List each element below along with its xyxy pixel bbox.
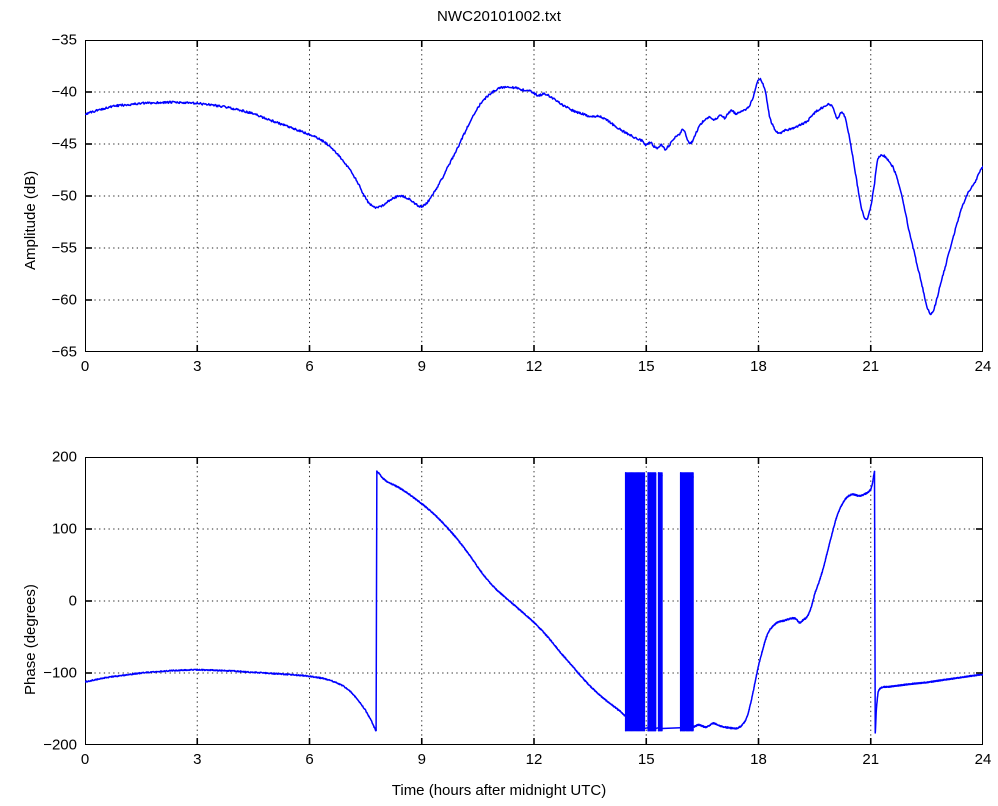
amplitude-x-tick-label: 3 — [193, 358, 202, 375]
amplitude-x-tick-label: 18 — [750, 358, 767, 375]
amplitude-plot-area — [85, 40, 983, 352]
phase-x-tick-label: 24 — [974, 751, 992, 768]
phase-x-tick-label: 21 — [862, 751, 880, 768]
phase-plot-panel — [85, 457, 983, 745]
phase-x-tick-label: 12 — [525, 751, 543, 768]
amplitude-x-tick-label: 6 — [305, 358, 314, 375]
phase-x-tick-label: 0 — [80, 751, 90, 768]
phase-y-tick-label: 0 — [68, 592, 77, 610]
phase-y-tick-label: −200 — [43, 736, 77, 754]
amplitude-x-tick-label: 12 — [525, 358, 543, 375]
amplitude-x-tick-label: 9 — [417, 358, 426, 375]
page-title: NWC20101002.txt — [436, 8, 562, 25]
phase-x-tick-label: 3 — [193, 751, 202, 768]
phase-x-tick-label: 15 — [637, 751, 655, 768]
phase-x-tick-label: 18 — [750, 751, 767, 768]
amplitude-x-tick-label: 24 — [974, 358, 992, 375]
amplitude-x-tick-label: 15 — [637, 358, 655, 375]
phase-plot-area — [85, 457, 983, 745]
phase-y-tick-label: 200 — [51, 448, 77, 466]
amplitude-y-tick-label: −55 — [51, 239, 77, 257]
phase-x-tick-label: 9 — [417, 751, 426, 768]
phase-x-axis-label: Time (hours after midnight UTC) — [391, 782, 607, 799]
amplitude-y-tick-label: −45 — [51, 135, 77, 153]
amplitude-y-tick-label: −40 — [51, 83, 77, 101]
amplitude-y-tick-label: −35 — [51, 31, 77, 49]
phase-y-tick-label: −100 — [43, 664, 77, 682]
amplitude-plot-panel — [85, 40, 983, 352]
amplitude-x-tick-label: 0 — [80, 358, 90, 375]
phase-y-tick-label: 100 — [51, 520, 77, 538]
amplitude-y-tick-label: −65 — [51, 343, 77, 361]
phase-x-tick-label: 6 — [305, 751, 314, 768]
amplitude-y-tick-label: −60 — [51, 291, 77, 309]
amplitude-x-tick-label: 21 — [862, 358, 880, 375]
amplitude-y-tick-label: −50 — [51, 187, 77, 205]
